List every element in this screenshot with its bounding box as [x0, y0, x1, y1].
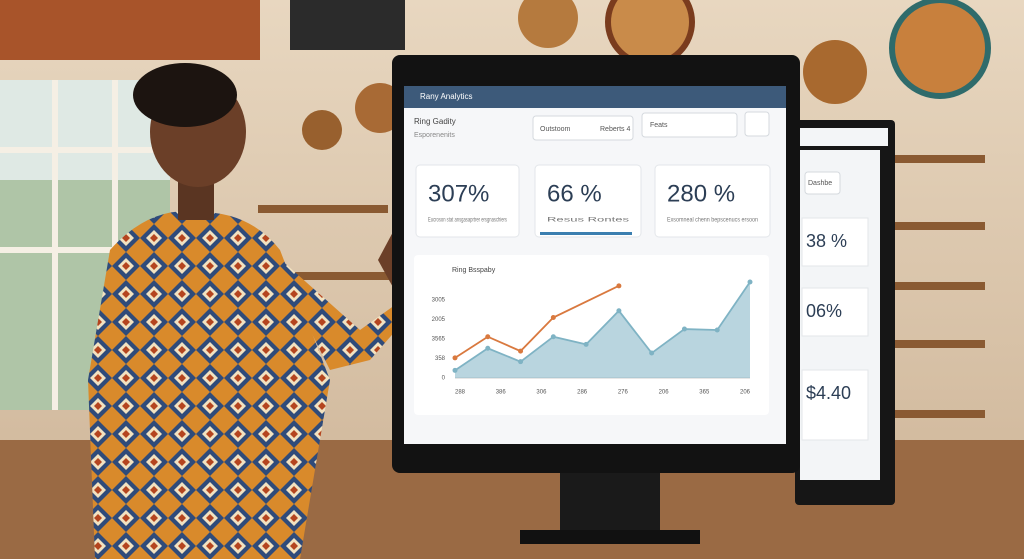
y-tick-label: 3565: [432, 337, 446, 343]
side-kpi-value: 06%: [806, 301, 842, 321]
shelf: [895, 222, 985, 230]
point: [452, 355, 458, 361]
chart: 3005 2005 3565 358 0 288 386 306 286 276 206 365 206: [432, 279, 753, 396]
monitor-foot: [520, 530, 700, 544]
y-tick-label: 2005: [432, 317, 446, 323]
basket: [605, 0, 695, 67]
point: [550, 315, 556, 321]
filter[interactable]: [532, 115, 634, 141]
kpi-value: 66 %: [547, 180, 602, 207]
window-frame: [0, 80, 170, 410]
kpi-row: 307% Eucroson stat ansgasaprtrer ersgnasc…: [415, 164, 771, 238]
point: [452, 367, 458, 373]
kpi-card: [534, 164, 642, 238]
side-dropdown-label: Dashbe: [808, 180, 832, 187]
kpi-caption: Resus Rontes: [547, 218, 629, 224]
basket: [889, 0, 991, 99]
person-hair: [133, 63, 237, 127]
point: [518, 359, 524, 365]
point: [616, 283, 622, 289]
point: [518, 348, 524, 354]
point: [550, 334, 556, 340]
y-tick-label: 0: [442, 376, 446, 382]
basket: [302, 110, 342, 150]
chart-title: Ring Bsspaby: [452, 267, 496, 274]
x-tick-label: 206: [740, 390, 751, 396]
filter-label: Outstoom: [540, 126, 571, 133]
basket: [803, 40, 867, 104]
shelf: [290, 272, 390, 280]
point: [485, 345, 491, 351]
point: [714, 327, 720, 333]
shelf: [895, 340, 985, 348]
kpi-value: 280 %: [667, 180, 735, 207]
shelf: [258, 205, 388, 213]
x-tick-label: 206: [659, 390, 670, 396]
app-title: Rany Analytics: [420, 92, 472, 101]
kpi-caption: Eucroson stat ansgasaprtrer ersgnaschier…: [428, 218, 507, 224]
app-bar: [404, 86, 786, 108]
person-dress: [88, 211, 330, 559]
x-tick-label: 365: [699, 390, 710, 396]
point: [616, 308, 622, 314]
dropdown-label: Feats: [650, 122, 668, 129]
point: [485, 334, 491, 340]
basket: [518, 0, 578, 48]
x-tick-label: 386: [496, 390, 507, 396]
page-subtitle: Esporenenits: [414, 132, 455, 139]
y-tick-label: 3005: [432, 298, 446, 304]
kpi-card: [654, 164, 771, 238]
side-kpi-card: [801, 369, 869, 441]
x-tick-label: 286: [577, 390, 588, 396]
kpi-card: [415, 164, 520, 238]
shelf: [895, 410, 985, 418]
x-tick-label: 276: [618, 390, 629, 396]
shelf: [895, 282, 985, 290]
textile-hanging: [0, 0, 260, 60]
point: [649, 350, 655, 356]
side-kpi-value: $4.40: [806, 383, 851, 403]
side-kpis: 38 % 06% $4.40: [801, 217, 869, 441]
side-kpi-card: [801, 217, 869, 267]
x-tick-label: 288: [455, 390, 466, 396]
point: [747, 279, 753, 285]
shelf: [895, 155, 985, 163]
point: [681, 326, 687, 332]
y-tick-label: 358: [435, 356, 446, 362]
monitor-stand: [560, 470, 660, 535]
area: [455, 282, 750, 378]
dropdown[interactable]: [641, 112, 738, 138]
line: [454, 281, 751, 372]
side-kpi-card: [801, 287, 869, 337]
person-arm: [270, 250, 405, 370]
side-kpi-value: 38 %: [806, 231, 847, 251]
side-dropdown: [804, 171, 841, 195]
kpi-caption: Exsomneal chenn bepscenucs ersoon: [667, 218, 758, 224]
page-title: Ring Gadity: [414, 117, 456, 126]
side-header: [800, 128, 888, 146]
x-tick-label: 306: [536, 390, 547, 396]
filter-value: Reberts 4: [600, 126, 630, 133]
wall-sign: [290, 0, 405, 50]
search-button[interactable]: [744, 111, 770, 137]
point: [583, 341, 589, 347]
kpi-value: 307%: [428, 180, 489, 207]
kpi-progress: [540, 232, 632, 235]
